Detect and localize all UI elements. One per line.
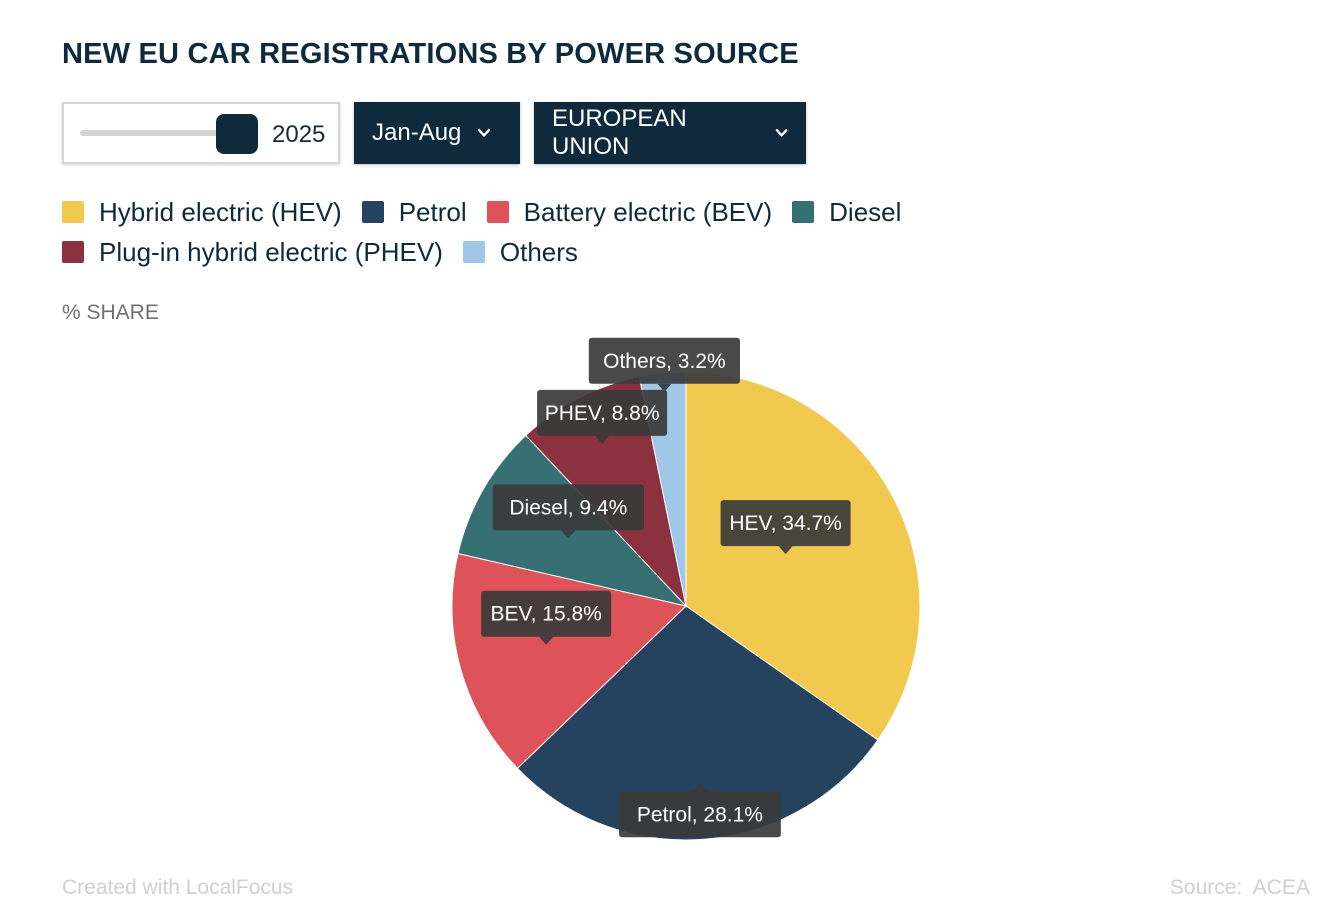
source-text: Source: ACEA: [1169, 876, 1310, 898]
legend-label: Diesel: [829, 196, 902, 227]
data-label-pointer: [595, 435, 610, 444]
legend-swatch: [62, 201, 84, 223]
legend-swatch: [462, 241, 485, 263]
legend-label: Others: [499, 236, 578, 267]
data-label-pointer: [692, 783, 707, 792]
data-label-others: Others, 3.2%: [588, 337, 740, 392]
legend-item-diesel[interactable]: Diesel: [792, 196, 902, 227]
data-label-text: Petrol, 28.1%: [637, 803, 763, 826]
data-label-phev: PHEV, 8.8%: [537, 389, 668, 444]
data-label-box: [588, 337, 740, 384]
legend-swatch: [486, 201, 509, 223]
legend-swatch: [361, 201, 384, 223]
legend-swatch: [792, 201, 815, 223]
data-label-diesel: Diesel, 9.4%: [492, 484, 644, 539]
unit-label: % SHARE: [62, 301, 159, 324]
legend-label: Plug-in hybrid electric (PHEV): [99, 236, 443, 267]
chart-legend: Hybrid electric (HEV) Petrol Battery elect…: [62, 196, 1292, 267]
year-slider-thumb[interactable]: [216, 114, 258, 154]
region-dropdown-label: EUROPEAN UNION: [552, 105, 687, 160]
period-dropdown-label: Jan-Aug: [372, 119, 462, 146]
data-label-text: Diesel, 9.4%: [509, 496, 627, 519]
data-label-hev: HEV, 34.7%: [720, 500, 851, 555]
filter-controls: 2025 Jan-Aug EUROPEAN UNION: [62, 102, 806, 164]
legend-swatch: [62, 241, 84, 263]
data-label-pointer: [539, 636, 554, 645]
period-dropdown[interactable]: Jan-Aug: [354, 102, 520, 164]
data-label-box: [481, 590, 612, 637]
legend-item-bev[interactable]: Battery electric (BEV): [486, 196, 773, 227]
data-label-pointer: [778, 546, 793, 555]
legend-item-phev[interactable]: Plug-in hybrid electric (PHEV): [62, 236, 443, 267]
pie-slice-petrol[interactable]: [516, 605, 879, 841]
legend-label: Battery electric (BEV): [523, 196, 773, 227]
legend-item-hev[interactable]: Hybrid electric (HEV): [62, 196, 342, 227]
data-label-text: Others, 3.2%: [603, 350, 726, 373]
chevron-down-icon: [775, 129, 788, 137]
data-label-bev: BEV, 15.8%: [481, 590, 612, 645]
data-label-petrol: Petrol, 28.1%: [619, 783, 781, 838]
legend-label: Hybrid electric (HEV): [99, 196, 342, 227]
legend-item-petrol[interactable]: Petrol: [361, 196, 467, 227]
data-label-text: PHEV, 8.8%: [545, 402, 660, 425]
pie-slice-hev[interactable]: [685, 371, 921, 741]
data-label-text: BEV, 15.8%: [491, 603, 602, 626]
region-dropdown[interactable]: EUROPEAN UNION: [534, 102, 806, 164]
year-slider-track[interactable]: [80, 130, 240, 136]
data-label-text: HEV, 34.7%: [729, 512, 841, 535]
data-label-box: [537, 389, 668, 436]
data-label-box: [720, 500, 851, 547]
year-value: 2025: [272, 121, 326, 148]
chevron-down-icon: [478, 128, 491, 137]
credit-text: Created with LocalFocus: [62, 876, 294, 898]
data-label-box: [619, 791, 781, 838]
legend-label: Petrol: [398, 196, 467, 227]
data-label-pointer: [657, 383, 672, 392]
year-slider[interactable]: 2025: [62, 102, 340, 164]
data-label-box: [492, 484, 644, 531]
chart-title: NEW EU CAR REGISTRATIONS BY POWER SOURCE: [62, 38, 799, 70]
pie-data-labels: HEV, 34.7% Petrol, 28.1% BEV, 15.8% Diesel,…: [481, 337, 851, 838]
legend-item-others[interactable]: Others: [462, 236, 578, 267]
data-label-pointer: [561, 530, 576, 539]
